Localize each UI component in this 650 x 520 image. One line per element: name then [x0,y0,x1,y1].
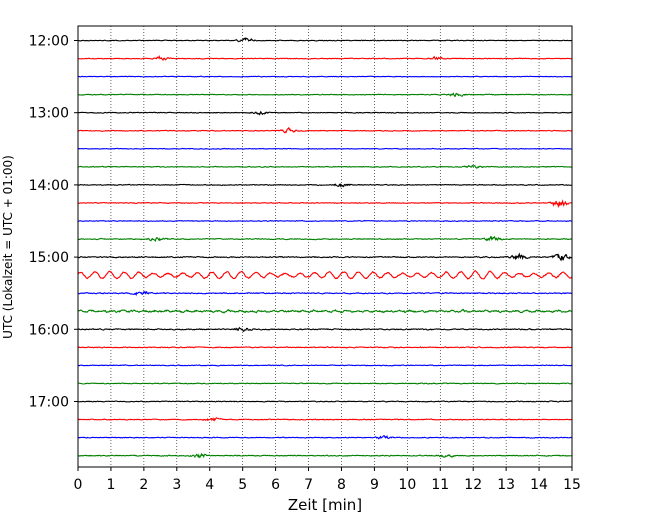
seismogram-trace [77,382,573,385]
vertical-grid [110,26,540,467]
x-tick-label: 7 [304,477,313,493]
y-tick-label: 14:00 [29,178,69,194]
seismogram-trace [77,417,573,422]
y-tick-label: 15:00 [29,250,69,266]
seismogram-trace [77,346,573,349]
seismogram-trace [77,92,573,98]
x-tick-label: 3 [172,477,181,493]
x-tick-label: 4 [205,477,214,493]
seismogram-trace [77,164,573,169]
x-tick-label: 6 [271,477,280,493]
y-tick-label: 16:00 [29,322,69,338]
x-axis-label: Zeit [min] [288,496,362,514]
x-tick-label: 10 [398,477,416,493]
seismogram-trace [77,452,573,459]
seismogram-trace [77,308,573,314]
x-tick-label: 8 [337,477,346,493]
x-tick-label: 13 [497,477,515,493]
y-tick-label: 13:00 [29,106,69,122]
y-axis-label: UTC (Lokalzeit = UTC + 01:00) [1,155,15,339]
x-tick-label: 9 [370,477,379,493]
seismogram-trace [77,252,573,262]
x-tick-label: 1 [106,477,115,493]
y-tick-label: 12:00 [29,34,69,50]
x-tick-label: 12 [464,477,482,493]
y-tick-label: 17:00 [29,395,69,411]
seismogram-trace [77,199,573,209]
seismogram-trace [77,434,573,440]
x-tick-label: 5 [238,477,247,493]
seismogram-trace [77,183,573,188]
seismogram-trace [77,400,573,403]
seismogram-trace [77,110,573,116]
seismogram-trace [77,126,573,134]
seismogram-trace [77,270,573,280]
seismogram-trace [77,219,573,223]
seismogram-trace [77,54,573,61]
trace-group [77,37,573,459]
x-tick-label: 2 [139,477,148,493]
seismogram-trace [77,37,573,43]
x-axis: 0 1 2 3 4 5 6 7 8 9 10 11 12 13 14 15 [74,467,581,493]
seismogram-trace [77,290,573,297]
x-tick-label: 15 [563,477,581,493]
x-tick-label: 14 [530,477,548,493]
seismogram-trace [77,326,573,333]
seismogram-trace [77,235,573,243]
plot-frame [77,25,573,468]
seismogram-trace [77,75,573,78]
x-tick-label: 11 [431,477,449,493]
y-axis: 12:00 13:00 14:00 15:00 16:00 17:00 [29,34,78,411]
x-tick-label: 0 [74,477,83,493]
seismogram-trace [77,147,573,150]
seismogram-trace [77,364,573,367]
